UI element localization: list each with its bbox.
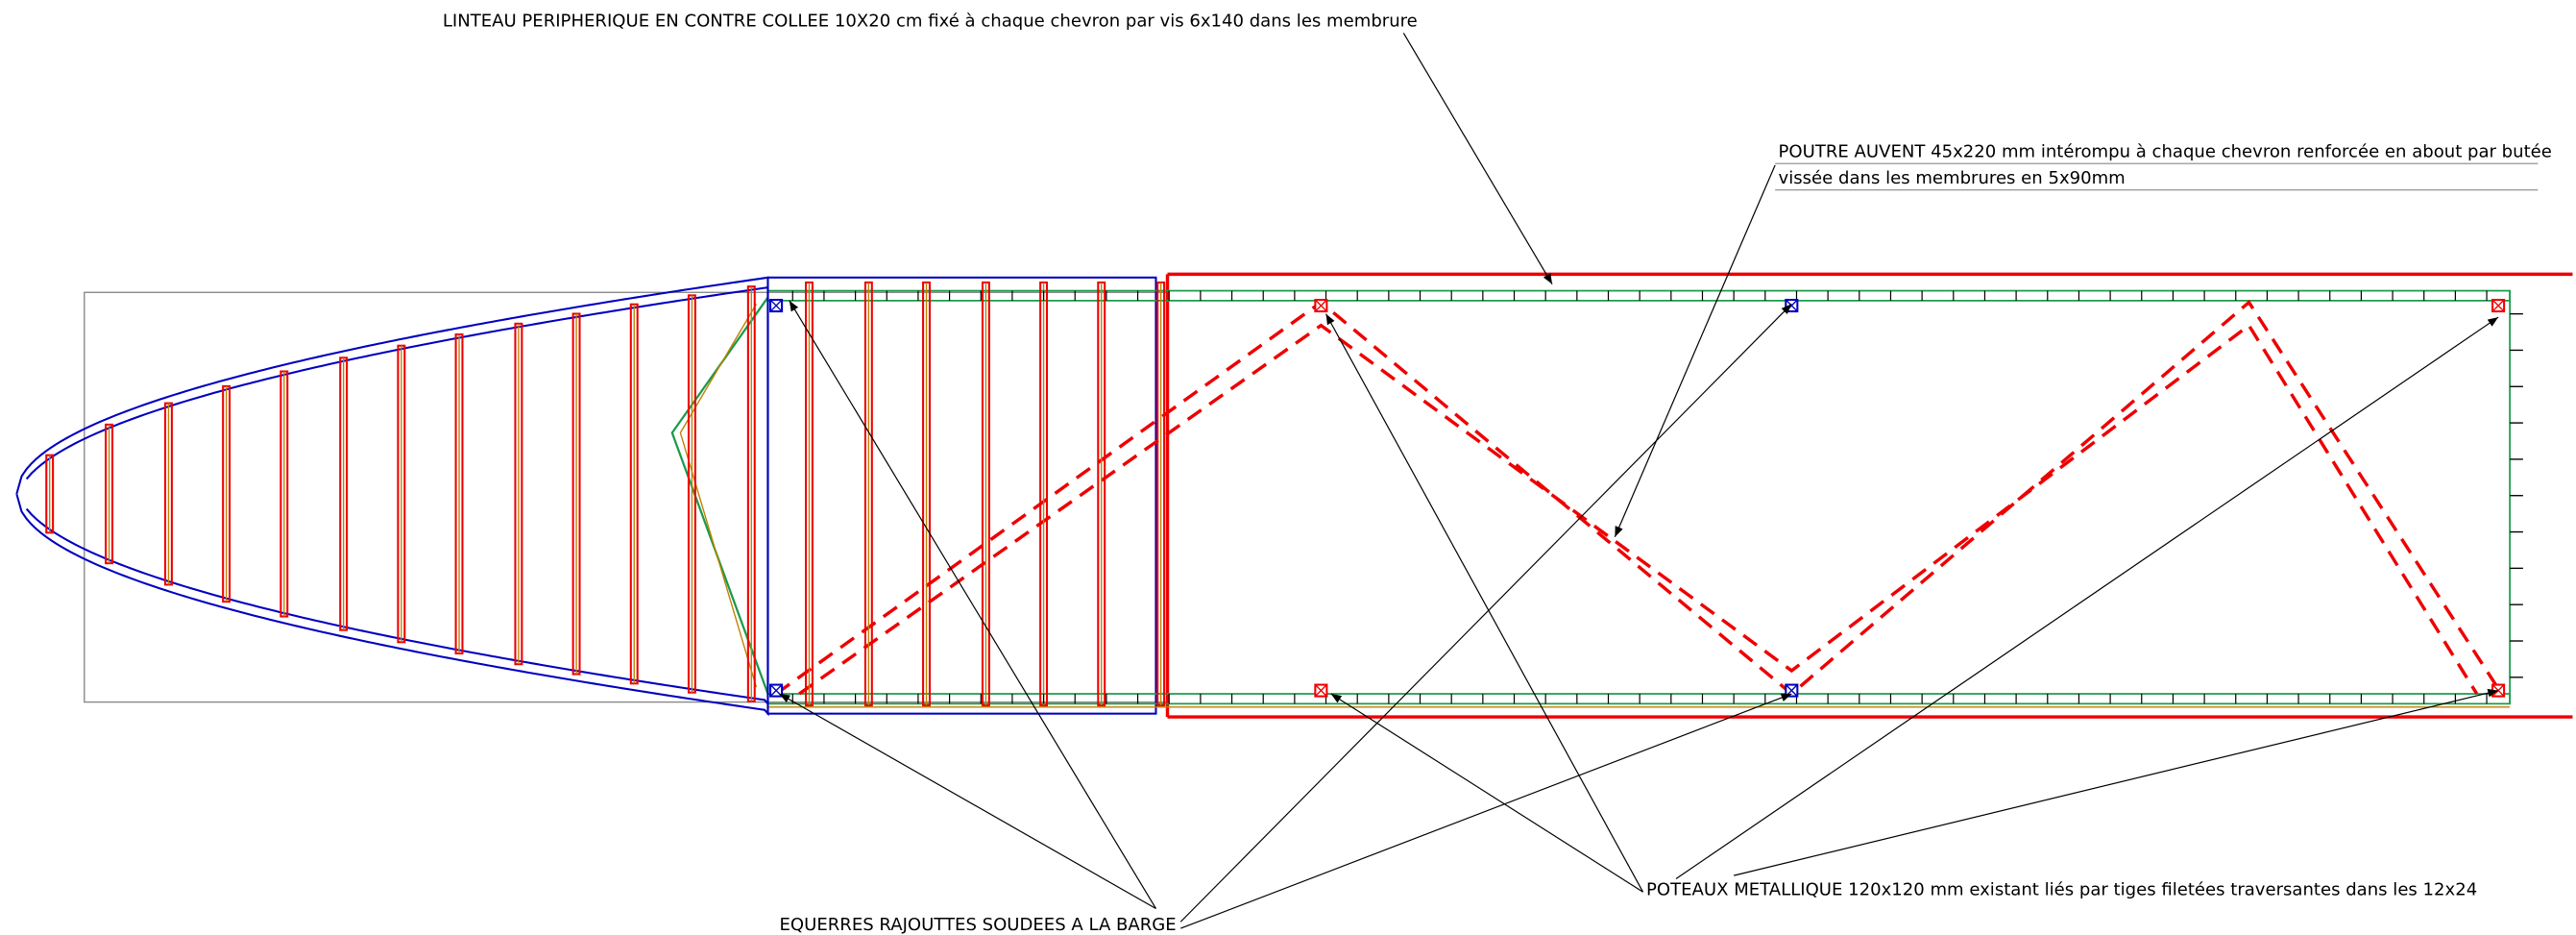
leader [1615,165,1775,537]
leader [1676,317,2498,878]
green-chevron [672,297,768,694]
leader [1403,33,1552,283]
annotation: POUTRE AUVENT 45x220 mm intérompu à chaq… [1779,141,2552,161]
leader [1331,694,1643,892]
leader [1326,314,1643,893]
hull [16,278,767,714]
annotation: POTEAUX METALLIQUE 120x120 mm existant l… [1646,880,2477,900]
leader [780,694,1156,908]
brace [776,303,2501,694]
barge-outline [85,292,1168,701]
annotation: EQUERRES RAJOUTTES SOUDEES A LA BARGE [780,915,1177,935]
drawing: LINTEAU PERIPHERIQUE EN CONTRE COLLEE 10… [0,0,2576,935]
brace [799,326,2477,694]
annotation: LINTEAU PERIPHERIQUE EN CONTRE COLLEE 10… [443,12,1418,32]
annotation: vissée dans les membrures en 5x90mm [1779,168,2126,188]
plan [16,274,2572,717]
leader [1180,304,1791,922]
